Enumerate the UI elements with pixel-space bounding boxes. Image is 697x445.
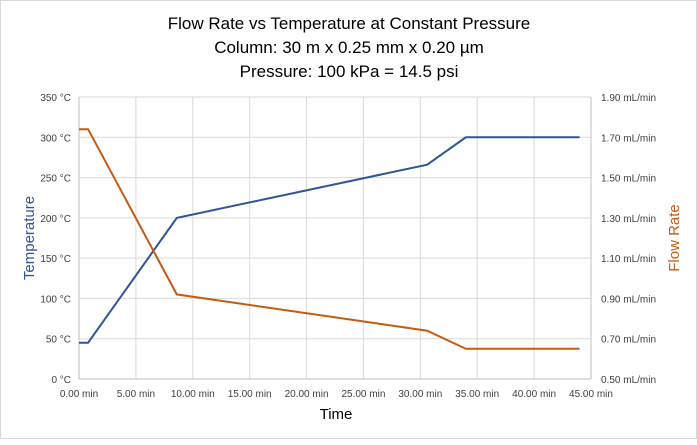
y-axis-label: Temperature bbox=[21, 196, 38, 280]
y2-tick-label: 1.10 mL/min bbox=[601, 254, 656, 265]
x-tick-label: 35.00 min bbox=[455, 389, 499, 400]
flow-rate-series-line bbox=[79, 128, 580, 350]
chart-title-line: Column: 30 m x 0.25 mm x 0.20 µm bbox=[214, 38, 484, 57]
x-axis-label: Time bbox=[320, 406, 353, 423]
x-tick-label: 40.00 min bbox=[512, 389, 556, 400]
y2-tick-label: 1.70 mL/min bbox=[601, 133, 656, 144]
x-tick-label: 25.00 min bbox=[341, 389, 385, 400]
x-tick-label: 5.00 min bbox=[117, 389, 155, 400]
y-tick-label: 350 °C bbox=[40, 93, 71, 104]
y-tick-label: 150 °C bbox=[40, 254, 71, 265]
y-tick-label: 0 °C bbox=[51, 375, 71, 386]
y2-tick-label: 0.70 mL/min bbox=[601, 335, 656, 346]
x-tick-label: 30.00 min bbox=[398, 389, 442, 400]
y2-axis-label: Flow Rate bbox=[666, 204, 683, 272]
y-tick-label: 100 °C bbox=[40, 294, 71, 305]
y2-tick-label: 1.30 mL/min bbox=[601, 214, 656, 225]
y2-tick-label: 0.50 mL/min bbox=[601, 375, 656, 386]
x-tick-label: 15.00 min bbox=[228, 389, 272, 400]
y-tick-label: 200 °C bbox=[40, 214, 71, 225]
y2-tick-label: 0.90 mL/min bbox=[601, 294, 656, 305]
chart-title-line: Flow Rate vs Temperature at Constant Pre… bbox=[168, 14, 531, 33]
chart-title-line: Pressure: 100 kPa = 14.5 psi bbox=[240, 62, 459, 81]
temperature-series-line bbox=[79, 136, 580, 344]
x-tick-label: 10.00 min bbox=[171, 389, 215, 400]
y-tick-label: 50 °C bbox=[46, 335, 71, 346]
y-tick-label: 300 °C bbox=[40, 133, 71, 144]
x-tick-label: 45.00 min bbox=[569, 389, 613, 400]
y2-tick-label: 1.50 mL/min bbox=[601, 174, 656, 185]
y2-tick-label: 1.90 mL/min bbox=[601, 93, 656, 104]
y-tick-label: 250 °C bbox=[40, 174, 71, 185]
x-tick-label: 0.00 min bbox=[60, 389, 98, 400]
x-tick-label: 20.00 min bbox=[285, 389, 329, 400]
